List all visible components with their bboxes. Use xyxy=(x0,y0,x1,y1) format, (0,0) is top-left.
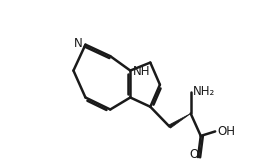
Text: NH₂: NH₂ xyxy=(193,85,215,98)
Polygon shape xyxy=(169,113,191,128)
Text: OH: OH xyxy=(217,125,235,138)
Text: N: N xyxy=(74,37,82,50)
Text: NH: NH xyxy=(133,65,150,78)
Text: O: O xyxy=(189,148,198,161)
